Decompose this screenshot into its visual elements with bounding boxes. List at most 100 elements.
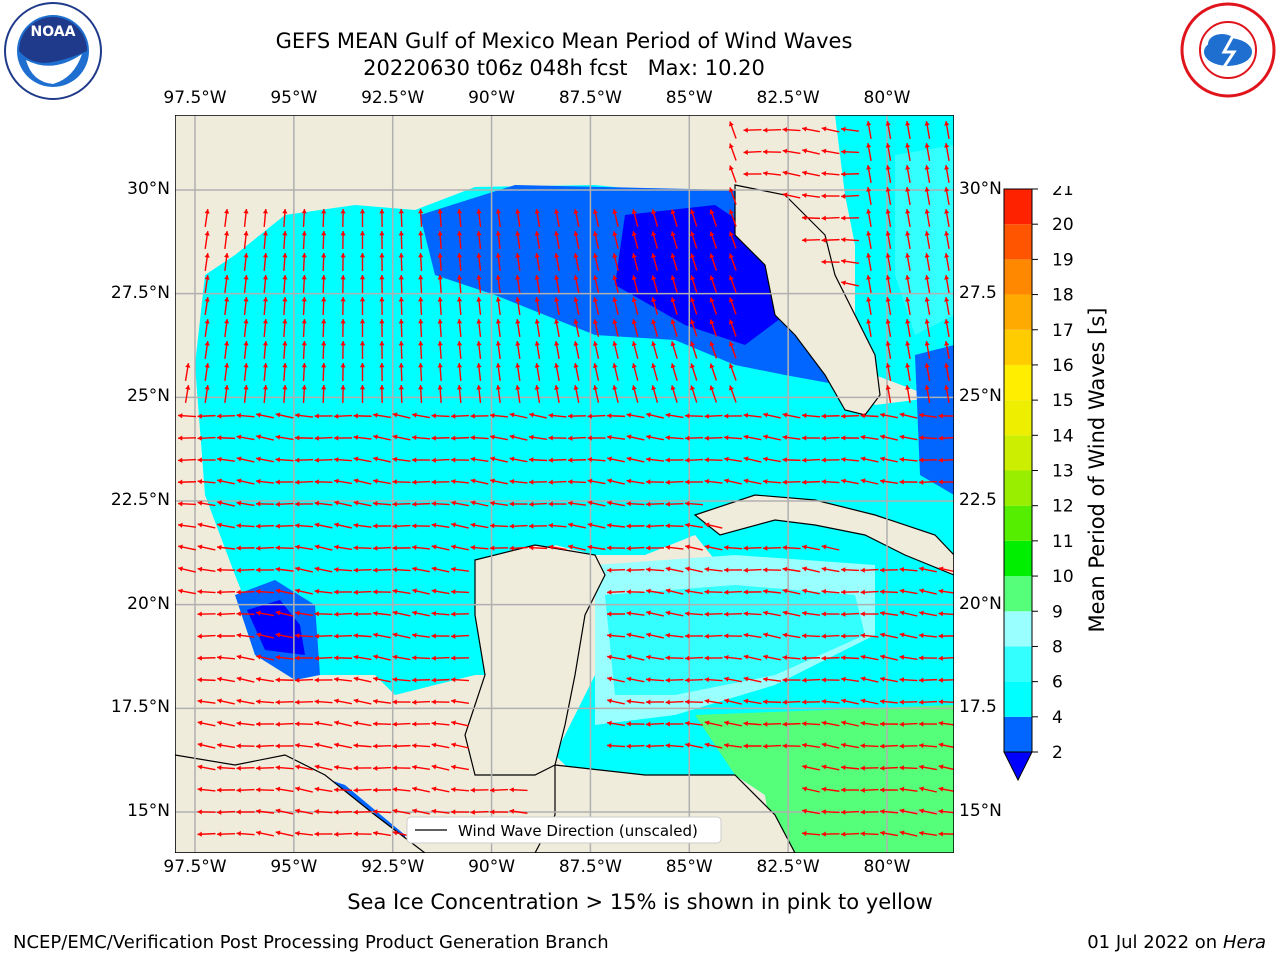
lon-tick-top: 87.5°W: [558, 88, 622, 108]
wave-direction-arrow: [645, 479, 665, 485]
wave-direction-arrow: [592, 319, 600, 337]
wave-direction-arrow: [314, 479, 333, 485]
wave-direction-arrow: [256, 456, 274, 463]
wave-direction-arrow: [709, 363, 718, 381]
wave-direction-arrow: [301, 274, 307, 294]
wave-direction-arrow: [919, 566, 937, 573]
wave-direction-arrow: [690, 209, 698, 227]
wave-direction-arrow: [645, 545, 665, 551]
wave-direction-arrow: [670, 209, 678, 227]
wave-direction-arrow: [437, 252, 443, 272]
wave-direction-arrow: [275, 434, 294, 441]
wave-direction-arrow: [743, 698, 762, 705]
wave-direction-arrow: [294, 412, 314, 419]
wave-direction-arrow: [379, 296, 385, 316]
wave-direction-arrow: [548, 457, 567, 463]
wave-direction-arrow: [450, 786, 470, 793]
wave-direction-arrow: [860, 589, 879, 595]
wave-direction-arrow: [782, 127, 801, 133]
wave-direction-arrow: [217, 676, 235, 683]
wave-direction-arrow: [626, 610, 645, 616]
wave-direction-arrow: [918, 677, 938, 683]
wave-direction-arrow: [334, 500, 352, 507]
wave-direction-arrow: [723, 633, 743, 639]
wave-direction-arrow: [645, 743, 665, 749]
wave-direction-arrow: [411, 501, 431, 507]
wave-direction-arrow: [495, 274, 501, 294]
wave-direction-arrow: [236, 632, 255, 638]
wave-direction-arrow: [476, 274, 482, 294]
wave-direction-arrow: [534, 363, 541, 381]
wave-direction-arrow: [275, 588, 294, 595]
wave-direction-arrow: [197, 500, 216, 507]
wave-direction-arrow: [840, 171, 860, 177]
wave-direction-arrow: [412, 412, 430, 419]
wave-direction-arrow: [743, 676, 762, 683]
wave-direction-arrow: [197, 831, 216, 837]
wave-direction-arrow: [821, 126, 840, 133]
wave-direction-arrow: [690, 341, 698, 359]
wave-direction-arrow: [651, 297, 659, 315]
wave-direction-arrow: [197, 655, 216, 661]
wave-direction-arrow: [353, 765, 372, 771]
wave-direction-arrow: [924, 253, 931, 271]
wave-direction-arrow: [743, 567, 762, 573]
wave-direction-arrow: [728, 165, 737, 183]
wave-direction-arrow: [255, 765, 275, 771]
wave-direction-arrow: [743, 434, 762, 441]
wave-direction-arrow: [612, 385, 619, 403]
wave-direction-arrow: [529, 412, 547, 419]
caribbean-high-period: [695, 705, 954, 853]
wave-direction-arrow: [924, 143, 931, 161]
wave-direction-arrow: [626, 412, 645, 419]
wave-direction-arrow: [476, 384, 482, 404]
wave-direction-arrow: [197, 522, 216, 529]
wave-direction-arrow: [670, 319, 678, 337]
wave-direction-arrow: [607, 478, 625, 485]
wave-direction-arrow: [821, 655, 840, 661]
wave-direction-arrow: [437, 384, 443, 404]
wave-direction-arrow: [821, 809, 840, 815]
wave-direction-arrow: [321, 274, 327, 294]
wave-direction-arrow: [665, 588, 684, 595]
wave-direction-arrow: [470, 500, 489, 507]
wave-direction-arrow: [353, 633, 372, 639]
wave-direction-arrow: [645, 501, 665, 507]
wave-direction-arrow: [457, 208, 463, 228]
wave-direction-arrow: [651, 209, 659, 227]
wave-direction-arrow: [944, 297, 950, 315]
wave-direction-arrow: [509, 412, 528, 419]
wave-direction-arrow: [353, 676, 372, 683]
wave-direction-arrow: [470, 478, 489, 485]
wave-direction-arrow: [684, 501, 704, 507]
wave-direction-arrow: [840, 764, 860, 771]
wave-direction-arrow: [743, 478, 762, 485]
wave-direction-arrow: [236, 654, 255, 661]
wave-direction-arrow: [373, 654, 391, 661]
lat-tick-right: 30°N: [959, 179, 1002, 199]
colorbar-tick: 19: [1052, 250, 1074, 270]
wave-direction-arrow: [177, 413, 197, 419]
wave-direction-arrow: [314, 413, 333, 419]
colorbar-tick: 21: [1052, 186, 1074, 200]
wave-direction-arrow: [801, 742, 821, 749]
wave-direction-arrow: [282, 208, 288, 228]
wave-direction-arrow: [431, 786, 450, 793]
wave-direction-arrow: [197, 611, 216, 617]
wave-direction-arrow: [495, 208, 501, 228]
wave-direction-arrow: [690, 319, 698, 337]
wave-direction-arrow: [204, 252, 210, 272]
wave-direction-arrow: [728, 385, 737, 403]
wave-direction-arrow: [450, 413, 470, 419]
wave-direction-arrow: [918, 412, 938, 419]
wave-direction-arrow: [197, 544, 216, 551]
wave-direction-arrow: [418, 252, 424, 272]
wave-direction-arrow: [905, 143, 911, 161]
wave-direction-arrow: [860, 743, 879, 749]
wave-direction-arrow: [236, 478, 255, 485]
wave-direction-arrow: [431, 611, 450, 617]
wave-direction-arrow: [515, 274, 521, 294]
wave-direction-arrow: [217, 742, 235, 749]
wave-direction-arrow: [885, 385, 892, 403]
wave-direction-arrow: [353, 831, 372, 837]
